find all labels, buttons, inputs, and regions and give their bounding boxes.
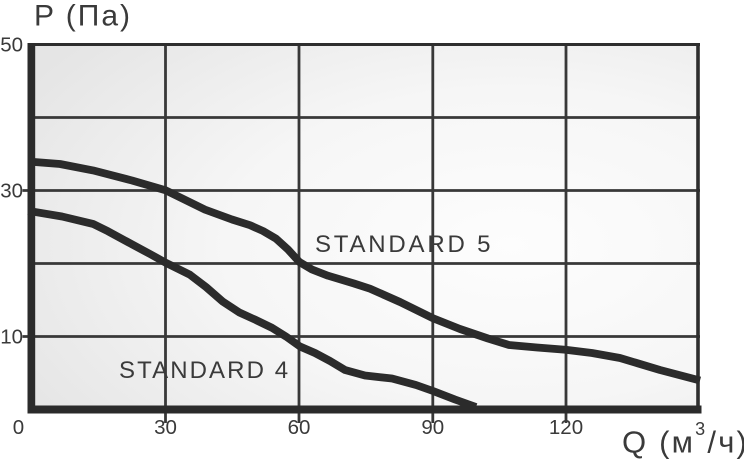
svg-text:STANDARD 5: STANDARD 5	[315, 231, 493, 258]
svg-text:30: 30	[0, 180, 23, 203]
svg-text:60: 60	[288, 416, 311, 439]
svg-text:120: 120	[549, 416, 583, 439]
svg-text:90: 90	[421, 416, 444, 439]
svg-text:50: 50	[0, 34, 23, 57]
svg-text:STANDARD 4: STANDARD 4	[119, 357, 290, 384]
svg-text:Q (м3/ч): Q (м3/ч)	[622, 419, 744, 459]
svg-text:0: 0	[13, 416, 24, 439]
svg-text:10: 10	[0, 326, 23, 349]
svg-text:30: 30	[154, 416, 177, 439]
svg-text:P (Па): P (Па)	[34, 0, 132, 32]
